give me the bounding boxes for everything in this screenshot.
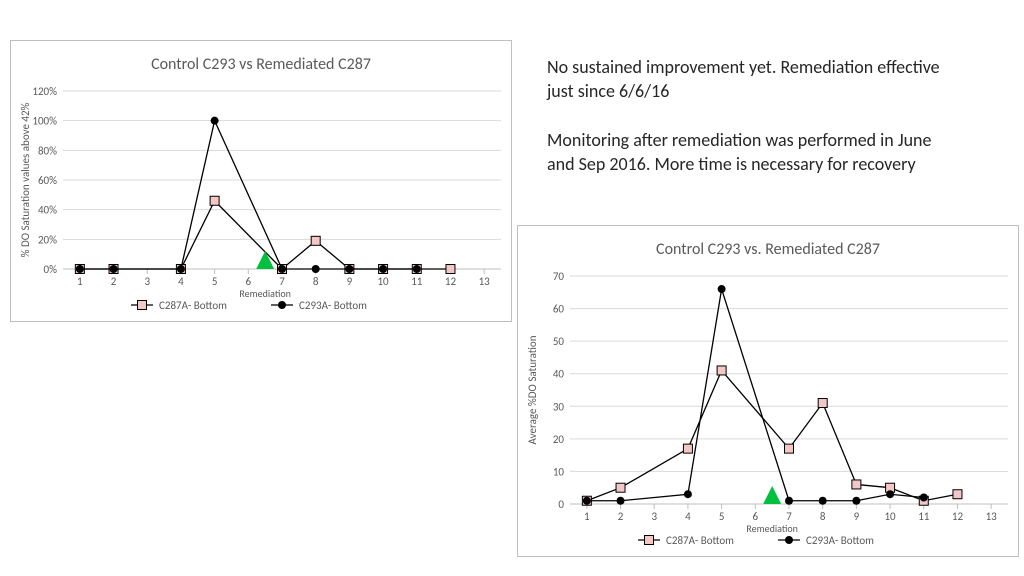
chart-2-y-tick-label: 70 xyxy=(553,270,565,283)
chart-1-y-tick-label: 40% xyxy=(38,204,57,217)
chart-1-x-tick-label: 1 xyxy=(77,275,83,288)
chart-2-x-tick-label: 11 xyxy=(918,510,930,523)
chart-1-container: Control C293 vs Remediated C287 % DO Satu… xyxy=(10,40,512,322)
chart-2-container: Control C293 vs. Remediated C287 Average … xyxy=(517,225,1019,557)
chart-2-marker xyxy=(684,490,692,498)
chart-1-series-line-1 xyxy=(80,121,417,269)
chart-2-x-tick-label: 1 xyxy=(584,510,590,523)
chart-2-svg: Control C293 vs. Remediated C287 Average … xyxy=(518,226,1018,556)
chart-1-x-tick-label: 5 xyxy=(212,275,218,288)
chart-2-marker xyxy=(616,483,625,492)
chart-2-marker xyxy=(852,497,860,505)
chart-2-marker xyxy=(819,497,827,505)
chart-2-y-tick-label: 0 xyxy=(558,498,564,511)
annotation-text: No sustained improvement yet. Remediatio… xyxy=(547,55,1007,176)
chart-2-marker xyxy=(785,497,793,505)
chart-1-y-tick-label: 60% xyxy=(38,174,57,187)
chart-1-marker xyxy=(110,265,118,273)
annotation-line-1: No sustained improvement yet. Remediatio… xyxy=(547,55,1007,79)
chart-2-marker xyxy=(953,490,962,499)
chart-1-title: Control C293 vs Remediated C287 xyxy=(151,55,371,74)
chart-1-x-tick-label: 4 xyxy=(178,275,184,288)
annotation-line-2: just since 6/6/16 xyxy=(547,79,1007,103)
chart-2-marker xyxy=(886,490,894,498)
chart-2-title: Control C293 vs. Remediated C287 xyxy=(656,240,880,259)
chart-2-x-tick-label: 8 xyxy=(820,510,826,523)
chart-1-y-axis-title: % DO Saturation values above 42% xyxy=(19,102,32,257)
chart-1-marker xyxy=(312,265,320,273)
chart-1-marker xyxy=(379,265,387,273)
chart-1-marker xyxy=(76,265,84,273)
chart-2-x-tick-label: 12 xyxy=(952,510,964,523)
chart-1-legend-marker-icon xyxy=(138,301,147,310)
chart-2-x-tick-label: 3 xyxy=(651,510,657,523)
chart-1-marker xyxy=(413,265,421,273)
annotation-line-4: and Sep 2016. More time is necessary for… xyxy=(547,152,1007,176)
chart-2-x-tick-label: 13 xyxy=(986,510,998,523)
chart-1-legend-label: C293A- Bottom xyxy=(299,299,367,312)
page-root: No sustained improvement yet. Remediatio… xyxy=(0,0,1024,576)
chart-2-marker xyxy=(920,493,928,501)
chart-1-y-tick-label: 20% xyxy=(38,233,57,246)
chart-2-y-tick-label: 40 xyxy=(553,368,565,381)
chart-1-x-tick-label: 12 xyxy=(445,275,457,288)
chart-2-remediation-marker-icon xyxy=(763,486,781,504)
chart-1-marker xyxy=(311,236,320,245)
chart-1-y-tick-label: 80% xyxy=(38,144,57,157)
chart-2-marker xyxy=(785,444,794,453)
chart-1-marker xyxy=(278,265,286,273)
chart-1-x-tick-label: 3 xyxy=(144,275,150,288)
chart-1-legend-label: C287A- Bottom xyxy=(159,299,227,312)
chart-2-x-tick-label: 10 xyxy=(884,510,896,523)
chart-2-marker xyxy=(852,480,861,489)
chart-1-remediation-label: Remediation xyxy=(239,287,291,300)
chart-2-y-axis-title: Average %DO Saturation xyxy=(526,335,539,444)
chart-2-legend-label: C293A- Bottom xyxy=(806,534,874,547)
chart-1-x-tick-label: 8 xyxy=(313,275,319,288)
chart-2-x-tick-label: 2 xyxy=(618,510,624,523)
chart-1-remediation-marker-icon xyxy=(256,251,274,269)
chart-1-x-tick-label: 10 xyxy=(377,275,389,288)
chart-1-y-tick-label: 0% xyxy=(44,263,58,276)
chart-1-x-tick-label: 13 xyxy=(479,275,491,288)
chart-1-x-tick-label: 11 xyxy=(411,275,423,288)
chart-1-marker xyxy=(210,196,219,205)
chart-2-y-tick-label: 30 xyxy=(553,400,565,413)
chart-2-legend-marker-icon xyxy=(785,536,793,544)
chart-1-legend-marker-icon xyxy=(278,301,286,309)
chart-1-marker xyxy=(345,265,353,273)
chart-1-svg: Control C293 vs Remediated C287 % DO Satu… xyxy=(11,41,511,321)
chart-1-y-tick-label: 100% xyxy=(32,115,57,128)
chart-2-marker xyxy=(717,366,726,375)
chart-1-marker xyxy=(446,265,455,274)
chart-2-legend-marker-icon xyxy=(645,536,654,545)
chart-2-x-tick-label: 4 xyxy=(685,510,691,523)
chart-2-marker xyxy=(583,497,591,505)
chart-2-marker xyxy=(617,497,625,505)
chart-2-legend-label: C287A- Bottom xyxy=(666,534,734,547)
chart-2-series-line-1 xyxy=(587,289,924,501)
chart-2-marker xyxy=(683,444,692,453)
chart-2-x-tick-label: 5 xyxy=(719,510,725,523)
chart-1-marker xyxy=(211,117,219,125)
chart-2-x-tick-label: 9 xyxy=(854,510,860,523)
chart-1-y-tick-label: 120% xyxy=(32,85,57,98)
chart-2-series-line-0 xyxy=(587,370,958,500)
chart-2-y-tick-label: 10 xyxy=(553,465,565,478)
chart-2-y-tick-label: 20 xyxy=(553,433,565,446)
chart-2-marker xyxy=(718,285,726,293)
annotation-line-3: Monitoring after remediation was perform… xyxy=(547,128,1007,152)
chart-1-x-tick-label: 2 xyxy=(111,275,117,288)
chart-2-y-tick-label: 60 xyxy=(553,303,565,316)
chart-2-y-tick-label: 50 xyxy=(553,335,565,348)
chart-1-x-tick-label: 9 xyxy=(347,275,353,288)
chart-2-remediation-label: Remediation xyxy=(746,522,798,535)
chart-2-marker xyxy=(818,399,827,408)
chart-1-marker xyxy=(177,265,185,273)
